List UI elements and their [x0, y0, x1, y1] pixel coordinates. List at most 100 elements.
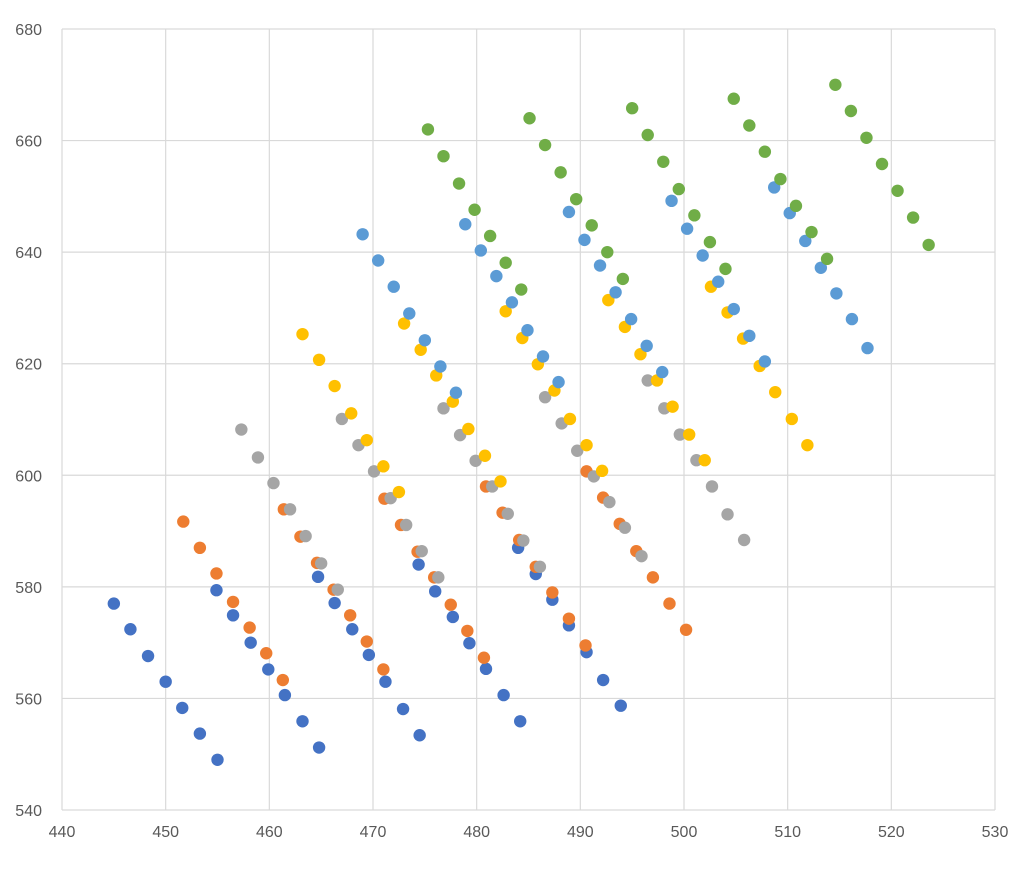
data-point — [672, 182, 686, 196]
data-point — [459, 218, 472, 231]
data-point — [483, 229, 497, 243]
data-point — [176, 701, 189, 715]
data-point — [517, 534, 530, 547]
data-point — [392, 485, 406, 499]
data-point — [397, 317, 411, 330]
x-tick-label: 500 — [671, 824, 698, 841]
data-point — [533, 560, 547, 573]
data-point — [262, 663, 275, 676]
data-point — [335, 412, 349, 426]
data-point — [743, 119, 756, 132]
data-point — [429, 585, 442, 598]
data-point — [679, 623, 693, 637]
data-point — [299, 529, 312, 543]
data-point — [563, 412, 577, 426]
data-point — [641, 128, 654, 142]
data-point — [799, 234, 812, 248]
data-point — [211, 753, 224, 766]
x-tick-label: 480 — [463, 824, 490, 841]
y-tick-label: 640 — [15, 245, 42, 262]
data-point — [665, 194, 678, 208]
data-point — [546, 586, 559, 599]
data-point — [312, 353, 326, 367]
data-point — [663, 597, 676, 610]
data-point — [414, 343, 427, 356]
data-point — [579, 639, 592, 652]
data-point — [641, 374, 654, 387]
data-point — [844, 104, 858, 118]
data-point — [444, 598, 457, 611]
data-point — [314, 557, 328, 570]
data-point — [469, 454, 482, 467]
data-point — [497, 688, 510, 702]
y-tick-label: 680 — [15, 22, 42, 39]
data-point — [666, 400, 679, 413]
data-point — [569, 192, 583, 206]
data-points — [107, 78, 935, 766]
data-point — [251, 451, 265, 464]
data-point — [554, 166, 567, 179]
data-point — [845, 312, 859, 326]
data-point — [593, 259, 607, 272]
data-point — [688, 209, 701, 222]
data-point — [657, 155, 670, 168]
data-point — [696, 249, 709, 262]
data-point — [712, 275, 725, 288]
series-4 — [296, 280, 814, 499]
data-point — [371, 254, 385, 267]
data-point — [727, 92, 740, 105]
data-point — [159, 675, 172, 688]
data-point — [721, 508, 734, 521]
data-point — [705, 480, 719, 493]
data-point — [774, 172, 787, 186]
data-point — [463, 637, 476, 650]
data-point — [107, 597, 121, 610]
data-point — [552, 375, 565, 389]
data-point — [362, 648, 376, 662]
data-point — [861, 341, 874, 355]
data-point — [656, 365, 669, 379]
data-point — [891, 184, 904, 197]
data-point — [312, 741, 326, 754]
data-point — [296, 327, 309, 341]
gridlines — [61, 28, 996, 811]
data-point — [830, 287, 843, 300]
data-point — [514, 715, 527, 728]
data-point — [719, 262, 732, 276]
data-point — [505, 296, 519, 309]
data-point — [235, 423, 248, 436]
data-point — [356, 228, 369, 241]
data-point — [403, 307, 416, 320]
data-point — [538, 138, 552, 152]
x-tick-label: 510 — [774, 824, 801, 841]
data-point — [193, 727, 207, 740]
data-point — [267, 476, 280, 490]
data-point — [478, 449, 492, 462]
data-point — [244, 636, 257, 649]
y-tick-label: 620 — [15, 357, 42, 374]
data-point — [421, 123, 435, 136]
data-point — [377, 663, 390, 676]
data-point — [521, 324, 534, 337]
data-point — [875, 157, 889, 171]
data-point — [345, 407, 358, 420]
data-point — [737, 533, 751, 547]
data-point — [501, 507, 514, 520]
x-tick-label: 450 — [152, 824, 179, 841]
data-point — [477, 651, 491, 664]
data-point — [346, 623, 359, 636]
data-point — [412, 558, 425, 571]
data-point — [515, 283, 528, 296]
data-point — [820, 252, 834, 266]
y-tick-label: 540 — [15, 803, 42, 820]
data-point — [276, 673, 290, 687]
data-point — [536, 350, 550, 363]
data-point — [758, 355, 772, 368]
data-point — [578, 233, 591, 247]
x-tick-label: 470 — [360, 824, 387, 841]
data-point — [343, 609, 357, 622]
data-point — [571, 444, 584, 457]
data-point — [449, 386, 463, 399]
data-point — [387, 280, 400, 293]
